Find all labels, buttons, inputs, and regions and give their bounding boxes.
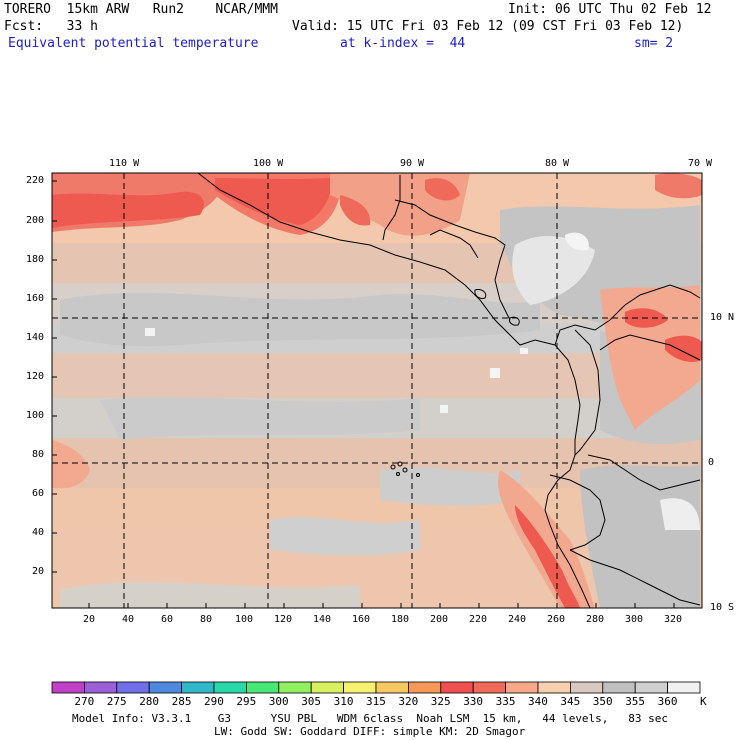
x-tick-label: 60 bbox=[161, 614, 174, 625]
y-tick-label: 40 bbox=[32, 527, 45, 538]
x-tick-label: 280 bbox=[586, 614, 605, 625]
colorbar-swatch bbox=[440, 681, 474, 694]
y-tick-label: 160 bbox=[26, 293, 45, 304]
colorbar-swatch bbox=[116, 681, 150, 694]
y-tick-label: 180 bbox=[26, 254, 45, 265]
colorbar-swatch bbox=[537, 681, 571, 694]
model-info: Model Info: V3.3.1 G3 YSU PBL WDM 6class… bbox=[72, 712, 669, 725]
x-tick-label: 140 bbox=[313, 614, 332, 625]
colorbar-level-label: 300 bbox=[268, 695, 289, 708]
colorbar-swatch bbox=[245, 681, 280, 694]
x-tick-label: 200 bbox=[430, 614, 449, 625]
colorbar-swatch bbox=[51, 681, 85, 694]
colorbar-level-label: 310 bbox=[333, 695, 354, 708]
lon-label-70w: 70 W bbox=[688, 158, 713, 169]
lat-label-0: 0 bbox=[708, 457, 715, 468]
colorbar bbox=[51, 681, 701, 694]
model-title: TORERO 15km ARW Run2 NCAR/MMM bbox=[4, 2, 278, 17]
colorbar-swatch bbox=[343, 681, 377, 694]
x-tick-label: 220 bbox=[469, 614, 488, 625]
y-tick-label: 120 bbox=[26, 371, 45, 382]
y-tick-label: 200 bbox=[26, 215, 45, 226]
colorbar-swatch bbox=[570, 681, 604, 694]
colorbar-swatch bbox=[375, 681, 409, 694]
colorbar-swatch bbox=[407, 681, 442, 694]
lon-label-110w: 110 W bbox=[109, 158, 140, 169]
x-tick-label: 80 bbox=[200, 614, 213, 625]
colorbar-level-label: 280 bbox=[139, 695, 160, 708]
y-tick-label: 80 bbox=[32, 449, 45, 460]
field-name: Equivalent potential temperature bbox=[8, 36, 259, 51]
colorbar-level-label: 330 bbox=[463, 695, 484, 708]
y-tick-label: 140 bbox=[26, 332, 45, 343]
colorbar-level-label: 350 bbox=[592, 695, 613, 708]
colorbar-level-label: 345 bbox=[560, 695, 581, 708]
colorbar-level-label: 275 bbox=[106, 695, 127, 708]
colorbar-swatch bbox=[84, 681, 118, 694]
colorbar-swatch bbox=[667, 681, 701, 694]
colorbar-swatch bbox=[602, 681, 636, 694]
colorbar-unit: K bbox=[700, 695, 707, 708]
colorbar-swatch bbox=[181, 681, 215, 694]
colorbar-swatch bbox=[310, 681, 345, 694]
physics-info: LW: Godd SW: Goddard DIFF: simple KM: 2D… bbox=[214, 725, 526, 738]
colorbar-swatch bbox=[148, 681, 182, 694]
left-tick-marks bbox=[52, 180, 57, 573]
colorbar-swatch bbox=[472, 681, 507, 694]
colorbar-level-label: 340 bbox=[528, 695, 548, 708]
lon-label-90w: 90 W bbox=[400, 158, 425, 169]
level-label: at k-index = 44 bbox=[340, 36, 466, 51]
map-border bbox=[51, 172, 703, 609]
x-tick-label: 20 bbox=[83, 614, 96, 625]
colorbar-level-label: 290 bbox=[204, 695, 224, 708]
x-tick-label: 120 bbox=[274, 614, 293, 625]
x-tick-label: 160 bbox=[352, 614, 371, 625]
coastline-lines bbox=[197, 173, 701, 608]
x-tick-label: 240 bbox=[508, 614, 527, 625]
y-tick-label: 60 bbox=[32, 488, 45, 499]
y-tick-label: 20 bbox=[32, 566, 45, 577]
x-tick-label: 300 bbox=[625, 614, 644, 625]
colorbar-level-label: 285 bbox=[171, 695, 192, 708]
colorbar-swatch bbox=[634, 681, 669, 694]
colorbar-level-label: 355 bbox=[625, 695, 646, 708]
colorbar-level-label: 305 bbox=[301, 695, 322, 708]
x-tick-label: 320 bbox=[664, 614, 683, 625]
smoothing-label: sm= 2 bbox=[634, 36, 674, 51]
colorbar-swatch bbox=[213, 681, 247, 694]
lat-lon-grid bbox=[52, 173, 702, 608]
colorbar-level-label: 325 bbox=[430, 695, 451, 708]
forecast-hour: Fcst: 33 h bbox=[4, 19, 98, 34]
y-tick-label: 220 bbox=[26, 175, 45, 186]
lat-label-10s: 10 S bbox=[710, 602, 735, 613]
colorbar-level-label: 335 bbox=[495, 695, 516, 708]
colorbar-level-label: 295 bbox=[236, 695, 257, 708]
lon-label-80w: 80 W bbox=[545, 158, 570, 169]
x-tick-label: 180 bbox=[391, 614, 410, 625]
lon-label-100w: 100 W bbox=[253, 158, 284, 169]
x-tick-label: 40 bbox=[122, 614, 135, 625]
colorbar-level-label: 270 bbox=[74, 695, 95, 708]
colorbar-level-label: 360 bbox=[657, 695, 678, 708]
colorbar-swatch bbox=[505, 681, 539, 694]
bottom-tick-marks bbox=[88, 603, 675, 608]
x-tick-label: 100 bbox=[235, 614, 254, 625]
colorbar-level-label: 320 bbox=[398, 695, 419, 708]
x-tick-label: 260 bbox=[547, 614, 566, 625]
valid-time: Valid: 15 UTC Fri 03 Feb 12 (09 CST Fri … bbox=[292, 19, 684, 34]
colorbar-level-label: 315 bbox=[366, 695, 386, 708]
y-tick-label: 100 bbox=[26, 410, 45, 421]
lat-label-10n: 10 N bbox=[710, 312, 735, 323]
init-time: Init: 06 UTC Thu 02 Feb 12 bbox=[508, 2, 712, 17]
theta-e-field bbox=[52, 173, 702, 608]
colorbar-swatch bbox=[278, 681, 312, 694]
